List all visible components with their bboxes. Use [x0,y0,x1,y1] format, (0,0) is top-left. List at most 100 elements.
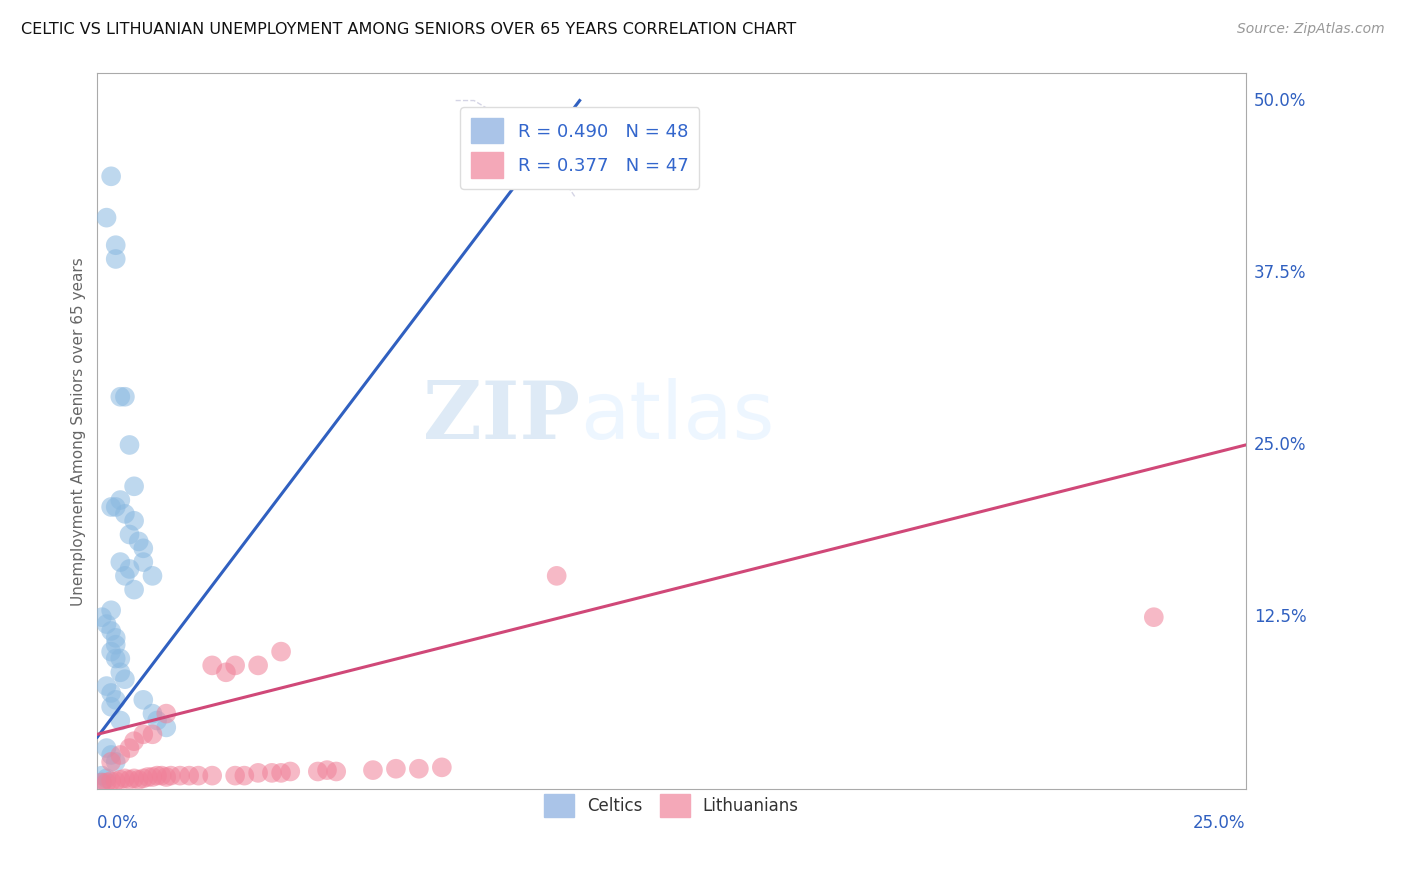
Point [408,762,430,776]
Text: 50.0%: 50.0% [1254,92,1306,110]
Point [104,631,127,645]
Point [122,772,145,786]
Point [155,720,177,734]
Point [96,211,118,225]
Point [100,603,122,617]
Point [114,569,136,583]
Point [100,169,122,184]
Point [546,569,568,583]
Point [247,765,270,780]
Text: atlas: atlas [579,378,775,456]
Point [122,514,145,528]
Point [132,772,155,786]
Point [104,755,127,769]
Point [114,672,136,686]
Text: 37.5%: 37.5% [1254,264,1306,282]
Point [104,774,127,789]
Y-axis label: Unemployment Among Seniors over 65 years: Unemployment Among Seniors over 65 years [72,257,86,606]
Point [104,693,127,707]
Point [224,769,246,783]
Text: 0.0%: 0.0% [97,814,139,832]
Point [132,727,155,741]
Point [270,645,292,659]
Point [110,665,132,680]
Point [128,772,150,787]
Point [122,582,145,597]
Text: 12.5%: 12.5% [1254,608,1306,626]
Point [100,755,122,769]
Point [118,562,141,576]
Text: ZIP: ZIP [423,378,579,456]
Point [146,769,169,783]
Point [96,775,118,789]
Point [385,762,408,776]
Point [141,569,163,583]
Point [1143,610,1166,624]
Point [118,741,141,756]
Point [141,706,163,721]
Point [169,769,191,783]
Point [128,534,150,549]
Point [215,665,238,680]
Point [100,500,122,514]
Point [96,741,118,756]
Text: 25.0%: 25.0% [1254,436,1306,454]
Point [132,693,155,707]
Point [100,686,122,700]
Point [114,390,136,404]
Point [224,658,246,673]
Point [91,769,114,783]
Point [160,769,183,783]
Point [247,658,270,673]
Point [96,679,118,693]
Point [110,747,132,762]
Point [132,555,155,569]
Point [100,645,122,659]
Point [110,390,132,404]
Point [91,610,114,624]
Point [110,555,132,569]
Point [100,747,122,762]
Point [141,727,163,741]
Point [122,479,145,493]
Point [150,769,173,783]
Point [104,238,127,252]
Point [122,734,145,748]
Point [100,699,122,714]
Text: CELTIC VS LITHUANIAN UNEMPLOYMENT AMONG SENIORS OVER 65 YEARS CORRELATION CHART: CELTIC VS LITHUANIAN UNEMPLOYMENT AMONG … [21,22,796,37]
Point [110,493,132,508]
Point [118,527,141,541]
Point [132,541,155,556]
Point [136,770,159,784]
Point [118,772,141,787]
Point [110,651,132,665]
Point [270,765,292,780]
Point [114,507,136,521]
Text: 25.0%: 25.0% [1194,814,1246,832]
Point [146,714,169,728]
Point [104,651,127,665]
Text: Source: ZipAtlas.com: Source: ZipAtlas.com [1237,22,1385,37]
Point [430,760,453,774]
Point [118,438,141,452]
Point [96,772,118,786]
Point [141,770,163,784]
Point [100,774,122,789]
Point [260,765,283,780]
Point [316,763,339,777]
Point [361,763,384,777]
Point [325,764,347,779]
Point [100,624,122,638]
Point [155,706,177,721]
Point [104,252,127,266]
Point [307,764,329,779]
Point [110,772,132,787]
Point [201,769,224,783]
Point [104,500,127,514]
Point [114,772,136,786]
Point [179,769,201,783]
Point [278,764,301,779]
Point [233,769,256,783]
Point [187,769,209,783]
Point [110,714,132,728]
